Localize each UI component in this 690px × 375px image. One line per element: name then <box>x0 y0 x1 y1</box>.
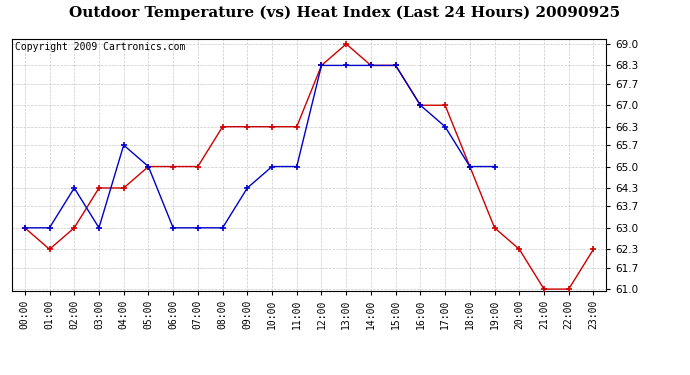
Text: Outdoor Temperature (vs) Heat Index (Last 24 Hours) 20090925: Outdoor Temperature (vs) Heat Index (Las… <box>70 6 620 20</box>
Text: Copyright 2009 Cartronics.com: Copyright 2009 Cartronics.com <box>15 42 186 52</box>
